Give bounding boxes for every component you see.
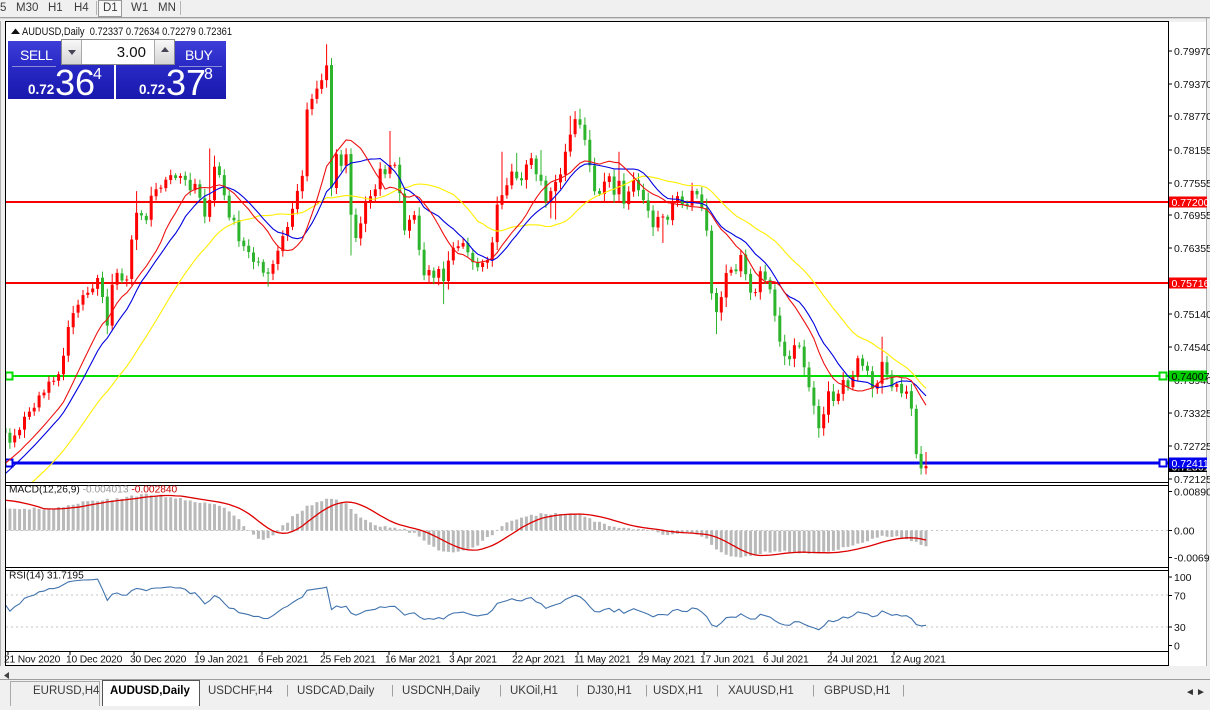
svg-text:19 Jan 2021: 19 Jan 2021 <box>194 655 249 666</box>
svg-text:22 Apr 2021: 22 Apr 2021 <box>512 655 566 666</box>
svg-text:0.72411: 0.72411 <box>1172 458 1209 470</box>
svg-text:6 Feb 2021: 6 Feb 2021 <box>258 655 309 666</box>
svg-text:100: 100 <box>1174 572 1192 584</box>
svg-text:RSI(14) 31.7195: RSI(14) 31.7195 <box>9 571 84 582</box>
svg-text:0.76955: 0.76955 <box>1174 210 1210 222</box>
svg-text:21 Nov 2020: 21 Nov 2020 <box>4 655 61 666</box>
svg-text:30 Dec 2020: 30 Dec 2020 <box>130 655 187 666</box>
svg-text:0.79970: 0.79970 <box>1174 46 1210 58</box>
svg-text:0.77555: 0.77555 <box>1174 178 1210 190</box>
svg-text:0.75716: 0.75716 <box>1172 278 1210 290</box>
svg-text:0.00: 0.00 <box>1174 525 1195 537</box>
svg-text:0.79370: 0.79370 <box>1174 79 1210 91</box>
svg-text:12 Aug 2021: 12 Aug 2021 <box>890 655 946 666</box>
svg-text:17 Jun 2021: 17 Jun 2021 <box>700 655 755 666</box>
svg-text:0.76355: 0.76355 <box>1174 243 1210 255</box>
svg-text:-0.006977: -0.006977 <box>1174 552 1210 564</box>
svg-text:0.74540: 0.74540 <box>1174 342 1210 354</box>
svg-text:0.75140: 0.75140 <box>1174 309 1210 321</box>
svg-text:30: 30 <box>1174 622 1186 634</box>
svg-text:24 Jul 2021: 24 Jul 2021 <box>827 655 879 666</box>
svg-text:0.72725: 0.72725 <box>1174 441 1210 453</box>
svg-text:25 Feb 2021: 25 Feb 2021 <box>320 655 376 666</box>
svg-text:0.77200: 0.77200 <box>1172 197 1210 209</box>
svg-text:11 May 2021: 11 May 2021 <box>574 655 631 666</box>
svg-text:0.78770: 0.78770 <box>1174 111 1210 123</box>
svg-text:0.72125: 0.72125 <box>1174 474 1210 486</box>
svg-text:MACD(12,26,9) -0.004013 -0.002: MACD(12,26,9) -0.004013 -0.002840 <box>9 485 178 496</box>
svg-text:3 Apr 2021: 3 Apr 2021 <box>449 655 497 666</box>
svg-text:6 Jul 2021: 6 Jul 2021 <box>763 655 809 666</box>
svg-text:0.73325: 0.73325 <box>1174 408 1210 420</box>
svg-text:29 May 2021: 29 May 2021 <box>638 655 696 666</box>
svg-text:0.78155: 0.78155 <box>1174 145 1210 157</box>
svg-text:0.008903: 0.008903 <box>1174 486 1210 498</box>
svg-text:0.74007: 0.74007 <box>1172 371 1210 383</box>
svg-text:AUDUSD,Daily 0.72337 0.72634: AUDUSD,Daily 0.72337 0.72634 0.72279 0.7… <box>22 26 232 38</box>
svg-text:10 Dec 2020: 10 Dec 2020 <box>66 655 123 666</box>
svg-text:70: 70 <box>1174 590 1186 602</box>
svg-text:16 Mar 2021: 16 Mar 2021 <box>385 655 441 666</box>
svg-text:0: 0 <box>1174 640 1180 652</box>
